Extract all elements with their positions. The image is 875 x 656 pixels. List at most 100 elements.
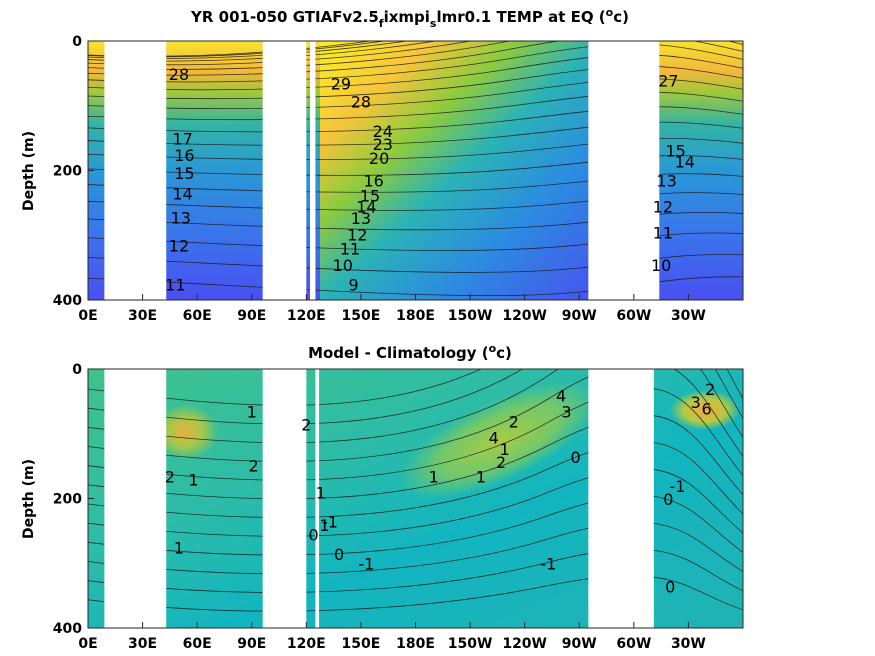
contour-line: [88, 173, 743, 193]
contour-line: [88, 91, 743, 121]
top-contour-labels: 2817161514131211292824232016151413121110…: [165, 65, 695, 294]
contour-label: 16: [174, 146, 194, 165]
contour-line: [88, 211, 743, 231]
y-tick-label: 200: [53, 164, 82, 180]
contour-label: 27: [658, 71, 678, 90]
contour-label: 10: [651, 256, 671, 275]
contour-label: 3: [561, 403, 571, 422]
x-tick-label: 60W: [616, 636, 651, 652]
x-tick-label: 30W: [671, 636, 706, 652]
x-tick-label: 90W: [562, 636, 597, 652]
x-tick-label: 150W: [448, 636, 493, 652]
top-land-masks: [104, 41, 660, 300]
contour-label: 12: [169, 236, 189, 255]
contour-label: -1: [322, 513, 338, 532]
contour-label: 4: [556, 386, 566, 405]
contour-label: 13: [171, 209, 191, 228]
top-contour-lines: [88, 41, 743, 297]
contour-label: 11: [653, 223, 673, 242]
land-mask: [104, 369, 167, 628]
contour-label: -1: [540, 555, 556, 574]
y-tick-label: 200: [53, 492, 82, 508]
contour-label: 2: [248, 456, 258, 475]
contour-line: [88, 41, 409, 59]
contour-label: 0: [571, 448, 581, 467]
contour-label: 12: [653, 198, 673, 217]
contour-label: 10: [333, 256, 353, 275]
contour-label: 24: [373, 122, 393, 141]
contour-line: [88, 276, 743, 297]
contour-line: [88, 54, 743, 91]
land-mask: [588, 369, 654, 628]
x-tick-label: 0E: [78, 308, 97, 324]
contour-line: [88, 106, 743, 133]
contour-line: [88, 41, 743, 76]
bottom-chart: Model - Climatology (oc) 122 112110-10-11…: [21, 342, 744, 652]
x-tick-label: 60W: [616, 308, 651, 324]
bottom-pacific-anomaly: [398, 381, 602, 499]
y-tick-label: 0: [72, 362, 82, 378]
contour-label: 11: [340, 240, 360, 259]
contour-label: 29: [331, 75, 351, 94]
contour-label: 2: [301, 416, 311, 435]
bottom-x-axis: 0E 30E 60E 90E 120E 150E 180E 150W 120W 90W 60W 30W: [78, 622, 706, 652]
x-tick-label: 120E: [287, 308, 326, 324]
x-tick-label: 90E: [237, 636, 266, 652]
x-tick-label: 30W: [671, 308, 706, 324]
contour-line: [88, 495, 743, 556]
contour-label: 15: [666, 141, 686, 160]
y-tick-label: 0: [72, 34, 82, 50]
contour-line: [88, 41, 473, 66]
x-tick-label: 150W: [448, 308, 493, 324]
top-chart: YR 001-050 GTIAFv2.5fixmpislmr0.1 TEMP a…: [21, 6, 744, 324]
x-tick-label: 90E: [237, 308, 266, 324]
contour-label: -1: [670, 477, 686, 496]
contour-line: [88, 41, 387, 58]
contour-label: 28: [351, 93, 371, 112]
contour-line: [88, 387, 743, 481]
y-tick-label: 400: [53, 621, 82, 637]
contour-label: 16: [363, 172, 383, 191]
bottom-land-masks: [104, 369, 654, 628]
contour-line: [88, 521, 743, 575]
contour-label: 1: [319, 516, 329, 535]
top-pacific-fill: [320, 41, 600, 300]
bottom-contour-lines: [88, 369, 743, 612]
contour-line: [88, 575, 743, 612]
x-tick-label: 150E: [342, 308, 381, 324]
x-tick-label: 30E: [128, 636, 157, 652]
top-y-axis: 0 200 400: [53, 34, 94, 309]
contour-line: [88, 369, 743, 444]
x-tick-label: 60E: [183, 636, 212, 652]
contour-label: 17: [172, 130, 192, 149]
x-tick-label: 150E: [342, 636, 381, 652]
land-mask: [309, 41, 316, 300]
contour-label: 0: [665, 577, 675, 596]
x-tick-label: 180E: [396, 636, 435, 652]
x-tick-label: 0E: [78, 636, 97, 652]
x-tick-label: 120W: [502, 636, 547, 652]
contour-label: 12: [347, 225, 367, 244]
contour-label: 15: [360, 187, 380, 206]
contour-line: [88, 41, 373, 57]
x-tick-label: 180E: [396, 308, 435, 324]
contour-label: 0: [663, 490, 673, 509]
top-plot-field: [88, 41, 743, 300]
contour-label: 0: [309, 526, 319, 545]
land-mask: [315, 369, 320, 628]
y-tick-label: 400: [53, 293, 82, 309]
contour-line: [88, 41, 438, 62]
contour-label: 20: [369, 149, 389, 168]
top-y-axis-label: Depth (m): [21, 131, 37, 211]
contour-label: 13: [351, 209, 371, 228]
contour-line: [88, 78, 743, 110]
x-tick-label: 30E: [128, 308, 157, 324]
land-mask: [262, 369, 307, 628]
contour-label: 4: [489, 428, 499, 447]
contour-line: [88, 468, 743, 537]
contour-label: 14: [356, 198, 376, 217]
x-tick-label: 120E: [287, 636, 326, 652]
contour-label: 28: [169, 65, 189, 84]
x-tick-label: 90W: [562, 308, 597, 324]
